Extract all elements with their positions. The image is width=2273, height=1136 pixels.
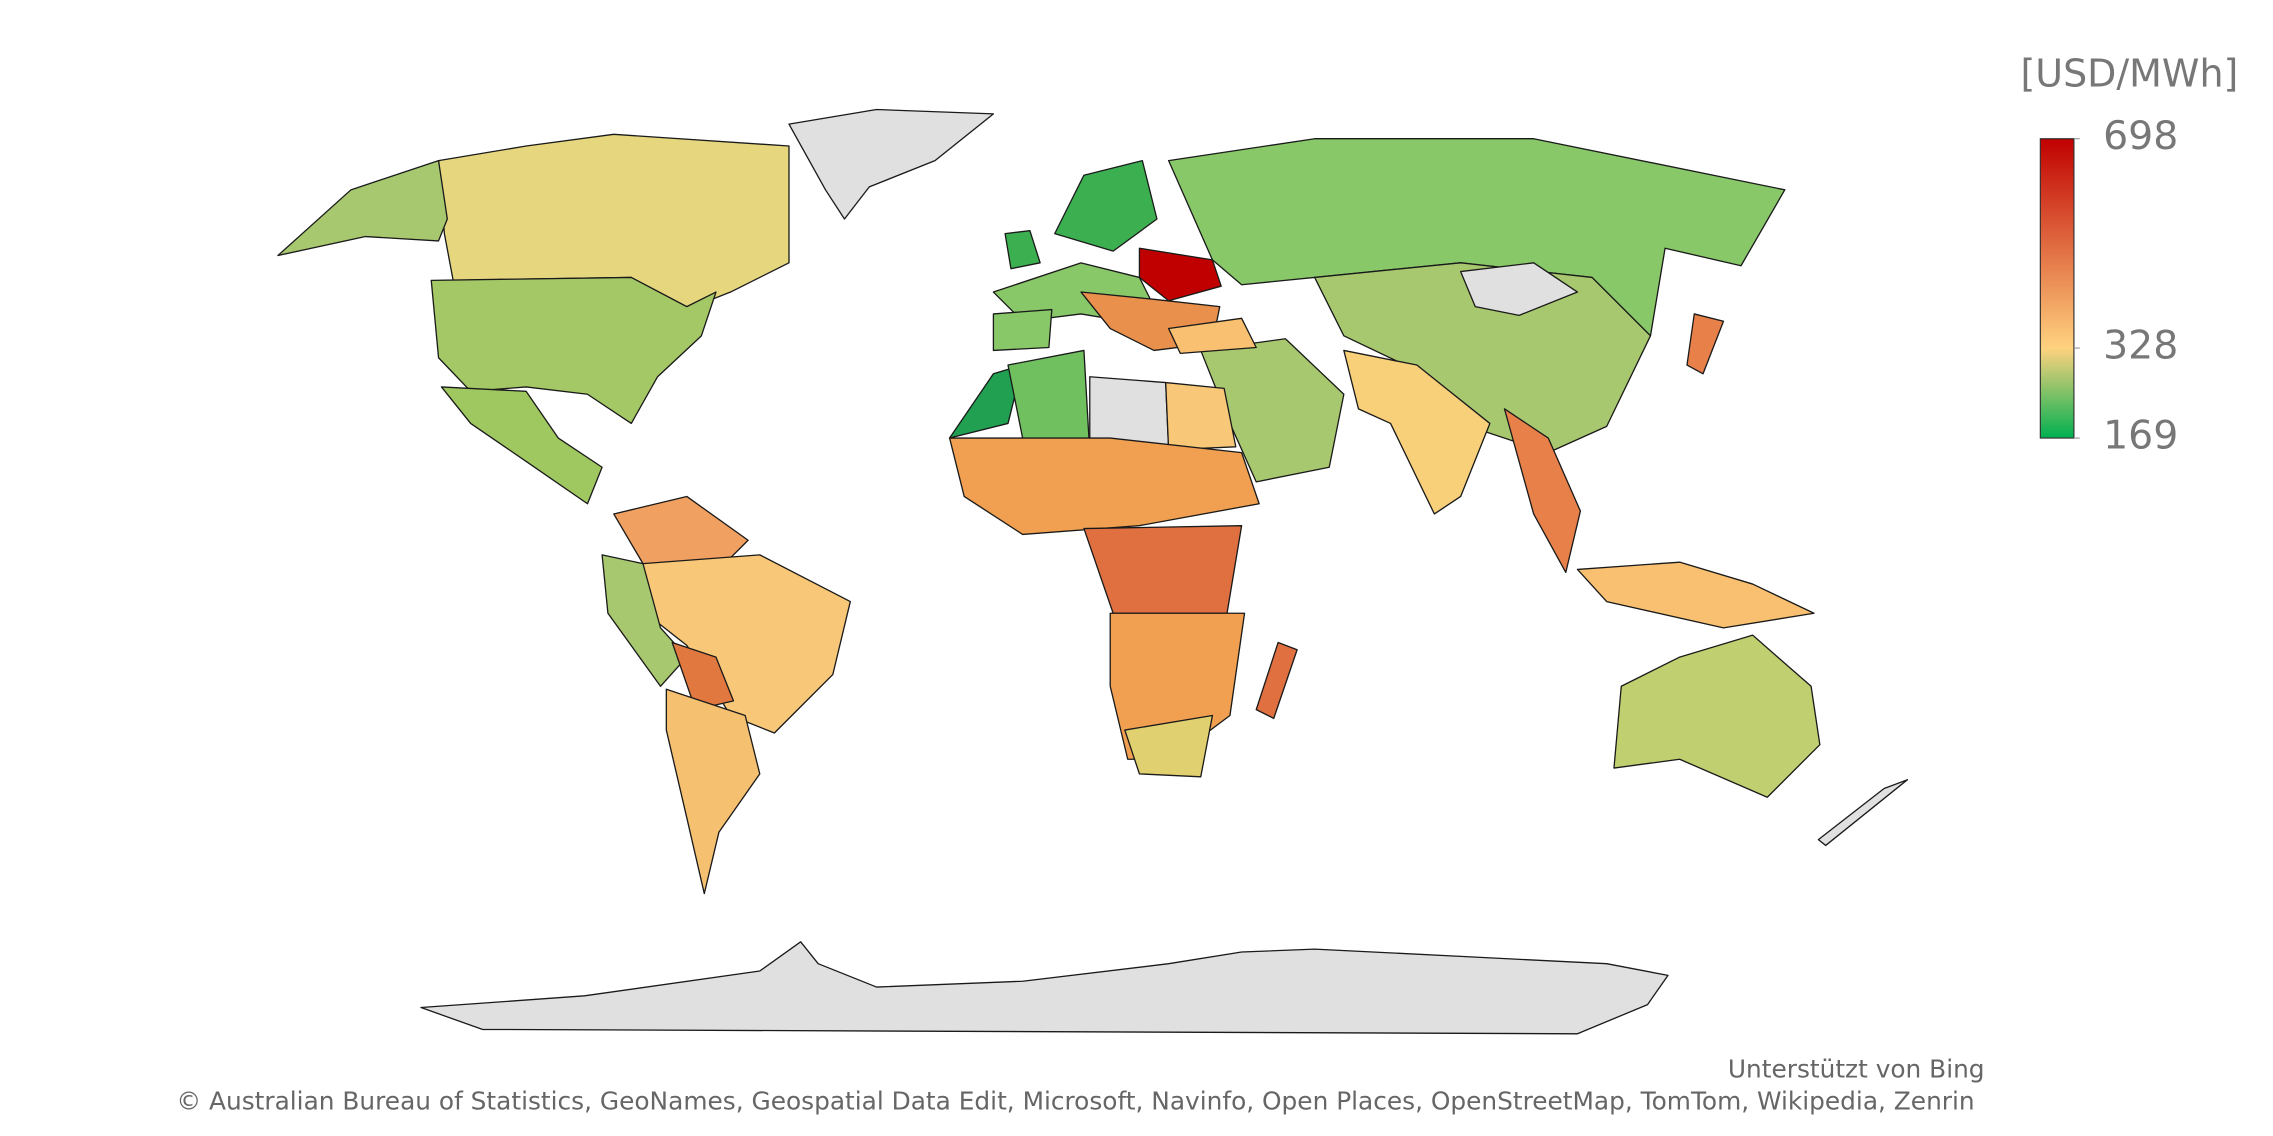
south-africa — [1124, 714, 1214, 778]
mexico — [440, 386, 603, 505]
legend-label: 169 — [2103, 413, 2178, 459]
bolivia — [671, 641, 735, 711]
powered-by: Unterstützt von Bing — [1728, 1054, 1985, 1083]
egypt — [1165, 381, 1237, 451]
greenland — [788, 108, 995, 220]
color-scale — [2039, 138, 2075, 439]
ukraine-belarus — [1138, 247, 1222, 302]
turkey — [1167, 317, 1257, 355]
antarctica — [420, 941, 1669, 1035]
canada — [437, 133, 790, 315]
usa — [430, 276, 717, 425]
scandinavia — [1054, 159, 1158, 252]
world-map — [277, 108, 1909, 1035]
mongolia — [1459, 262, 1579, 317]
australia — [1613, 634, 1821, 798]
legend-label: 328 — [2103, 323, 2178, 369]
legend-label: 698 — [2103, 113, 2178, 159]
new-zealand — [1817, 779, 1909, 847]
southeast-asia — [1503, 408, 1582, 574]
algeria — [1007, 349, 1091, 454]
central-africa — [1083, 524, 1243, 614]
credits: © Australian Bureau of Statistics, GeoNa… — [176, 1086, 1974, 1115]
colombia-venezuela — [613, 495, 749, 571]
indonesia — [1576, 561, 1815, 629]
uk — [1004, 230, 1041, 270]
argentina-chile — [665, 688, 761, 895]
iberia — [992, 308, 1053, 352]
sahel — [948, 437, 1260, 536]
alaska — [277, 159, 448, 257]
india — [1343, 349, 1491, 515]
madagascar — [1255, 641, 1298, 720]
legend-title: [USD/MWh] — [2020, 51, 2238, 95]
japan — [1686, 313, 1725, 375]
